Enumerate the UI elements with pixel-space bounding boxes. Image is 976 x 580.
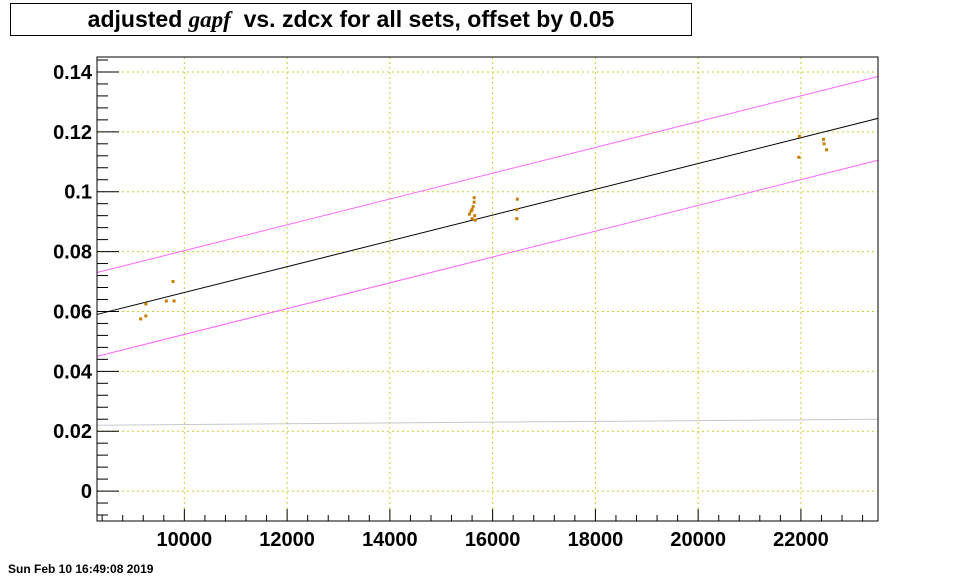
data-point [822,137,826,141]
series-lines [96,75,879,426]
data-point [515,208,519,212]
y-tick-label: 0.04 [53,361,93,383]
data-point [473,214,477,218]
data-point [470,217,474,221]
x-tick-label: 20000 [670,529,726,551]
grid-lines [97,57,878,521]
fit-line [96,117,879,315]
data-point [470,208,474,212]
y-tick-label: 0.12 [53,122,92,144]
y-tick-label: 0 [81,481,92,503]
lower-line [96,159,879,357]
data-point [171,280,175,284]
y-tick-label: 0.02 [53,421,92,443]
data-point [468,212,472,216]
y-tick-label: 0.08 [53,242,92,264]
tick-labels: 10000 12000 14000 16000 18000 20000 22000 0 0.02… [53,62,829,551]
data-point [797,155,801,159]
timestamp: Sun Feb 10 16:49:08 2019 [8,562,154,576]
data-point [472,196,476,200]
data-point [144,302,148,306]
baseline-line [96,418,879,426]
data-point [472,200,476,204]
x-tick-label: 16000 [465,529,521,551]
data-point [515,217,519,221]
upper-line [96,75,879,274]
title-suffix: vs. zdcx for all sets, offset by 0.05 [230,6,615,32]
chart-title: adjusted gapf vs. zdcx for all sets, off… [10,3,692,36]
data-point [471,205,475,209]
x-tick-label: 14000 [362,529,418,551]
y-tick-label: 0.1 [64,182,92,204]
x-tick-label: 22000 [773,529,829,551]
data-points [139,134,829,321]
title-italic: gapf [188,6,231,32]
data-point [822,142,826,146]
data-point [797,134,801,138]
data-point [825,148,829,152]
data-point [164,299,168,303]
x-tick-label: 10000 [157,529,213,551]
x-tick-label: 12000 [259,529,315,551]
plot-frame [96,56,879,522]
x-tick-label: 18000 [568,529,624,551]
data-point [172,299,176,303]
data-point [473,218,477,222]
data-point [144,314,148,318]
y-tick-label: 0.14 [53,62,93,84]
title-prefix: adjusted [87,6,189,32]
data-point [139,317,143,321]
data-point [515,197,519,201]
axes [97,59,864,521]
y-tick-label: 0.06 [53,301,92,323]
